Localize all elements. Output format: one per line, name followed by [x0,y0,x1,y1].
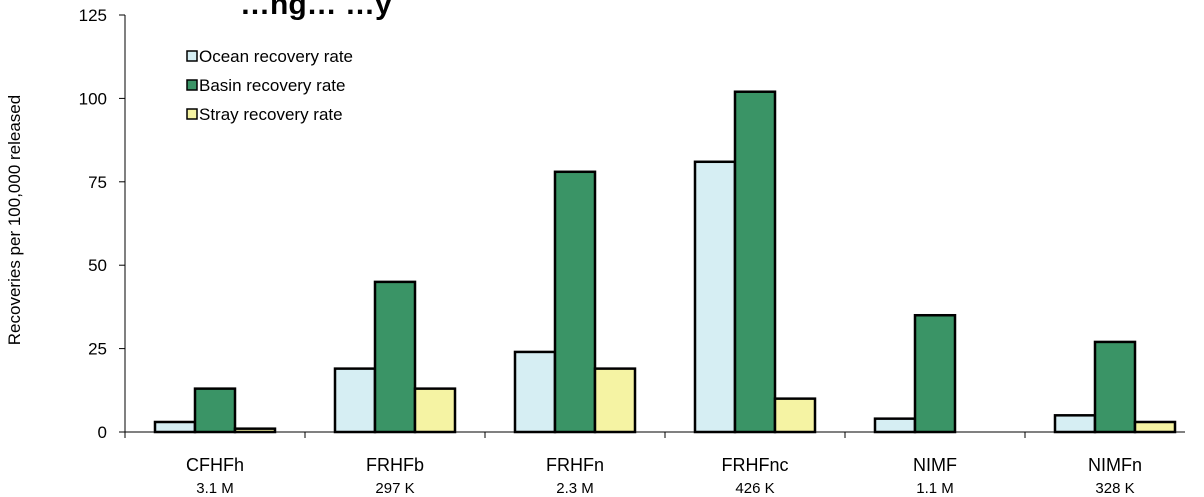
x-category-label: NIMF [913,455,957,475]
bar-frhfn-basin [553,170,597,434]
y-tick-label: 50 [88,256,107,275]
bar-nimfn-ocean [1053,414,1097,434]
y-tick-label: 75 [88,173,107,192]
x-category-label: NIMFn [1088,455,1142,475]
legend-label: Basin recovery rate [199,76,345,95]
legend-label: Stray recovery rate [199,105,343,124]
x-category-sublabel: 328 K [1095,480,1134,497]
bar-frhfnc-basin [733,90,777,434]
bar-cfhfh-basin [193,387,237,434]
bar-frhfb-basin [373,280,417,434]
x-category-sublabel: 1.1 M [916,480,954,497]
bar-nimf-ocean [873,417,917,434]
bar-frhfb-stray [413,387,457,434]
x-category-sublabel: 2.3 M [556,480,594,497]
y-tick-label: 100 [79,89,107,108]
x-category-label: FRHFb [366,455,424,475]
chart-title: …ng… …y [240,0,392,21]
bar-frhfn-stray [593,367,637,434]
y-tick-label: 125 [79,6,107,25]
bar-frhfb-ocean [333,367,377,434]
legend-swatch [186,50,198,62]
x-category-label: FRHFn [546,455,604,475]
bar-cfhfh-stray [233,427,277,434]
y-axis-label: Recoveries per 100,000 released [5,95,24,345]
y-tick-label: 0 [98,423,107,442]
bar-frhfnc-ocean [693,160,737,434]
bar-frhfnc-stray [773,397,817,434]
y-tick-label: 25 [88,340,107,359]
legend-swatch [186,79,198,91]
x-category-label: FRHFnc [722,455,789,475]
x-category-label: CFHFh [186,455,244,475]
legend-swatch [186,108,198,120]
bar-nimf-basin [913,313,957,434]
x-category-sublabel: 297 K [375,480,414,497]
x-category-sublabel: 426 K [735,480,774,497]
bar-nimfn-stray [1133,420,1177,434]
bar-frhfn-ocean [513,350,557,434]
bar-cfhfh-ocean [153,420,197,434]
legend-label: Ocean recovery rate [199,47,353,66]
bar-nimfn-basin [1093,340,1137,434]
x-category-sublabel: 3.1 M [196,480,234,497]
